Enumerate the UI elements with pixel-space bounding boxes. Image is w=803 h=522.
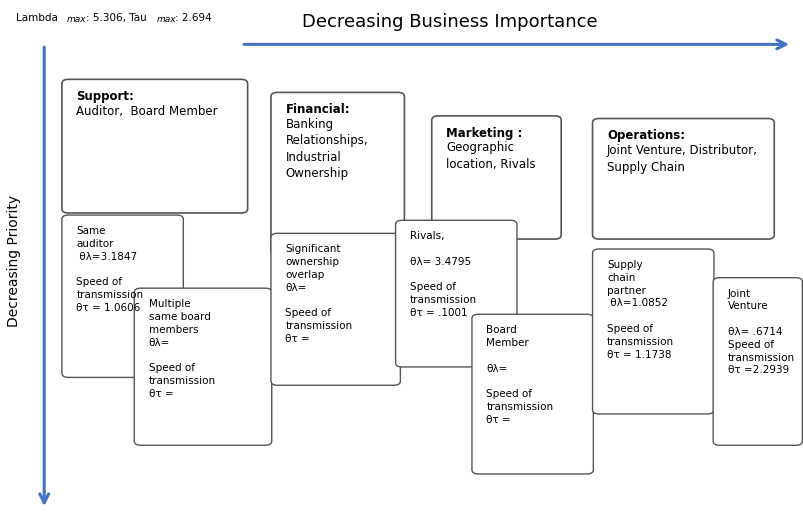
FancyBboxPatch shape xyxy=(395,220,516,367)
Text: Geographic
location, Rivals: Geographic location, Rivals xyxy=(446,141,535,171)
Text: max: max xyxy=(67,15,86,23)
FancyBboxPatch shape xyxy=(592,118,773,239)
Text: : 2.694: : 2.694 xyxy=(175,13,212,23)
Text: Same
auditor
 θλ=3.1847

Speed of
transmission
θτ = 1.0606: Same auditor θλ=3.1847 Speed of transmis… xyxy=(76,226,143,313)
FancyBboxPatch shape xyxy=(431,116,560,239)
Text: Banking
Relationships,
Industrial
Ownership: Banking Relationships, Industrial Owners… xyxy=(285,118,368,181)
Text: Joint Venture, Distributor,
Supply Chain: Joint Venture, Distributor, Supply Chain xyxy=(606,144,757,174)
FancyBboxPatch shape xyxy=(271,233,400,385)
FancyBboxPatch shape xyxy=(712,278,801,445)
FancyBboxPatch shape xyxy=(134,288,271,445)
Text: Auditor,  Board Member: Auditor, Board Member xyxy=(76,105,218,118)
Text: Rivals,

θλ= 3.4795

Speed of
transmission
θτ = .1001: Rivals, θλ= 3.4795 Speed of transmission… xyxy=(410,231,476,318)
Text: Supply
chain
partner
 θλ=1.0852

Speed of
transmission
θτ = 1.1738: Supply chain partner θλ=1.0852 Speed of … xyxy=(606,260,673,360)
Text: Decreasing Priority: Decreasing Priority xyxy=(7,195,22,327)
FancyBboxPatch shape xyxy=(62,79,247,213)
Text: Decreasing Business Importance: Decreasing Business Importance xyxy=(302,13,597,31)
Text: max: max xyxy=(157,15,176,23)
Text: Support:: Support: xyxy=(76,90,134,103)
Text: Board
Member

θλ=

Speed of
transmission
θτ =: Board Member θλ= Speed of transmission θ… xyxy=(486,325,552,425)
Text: Operations:: Operations: xyxy=(606,129,684,143)
Text: Multiple
same board
members
θλ=

Speed of
transmission
θτ =: Multiple same board members θλ= Speed of… xyxy=(149,299,215,399)
Text: : 5.306, Tau: : 5.306, Tau xyxy=(86,13,147,23)
FancyBboxPatch shape xyxy=(271,92,404,255)
FancyBboxPatch shape xyxy=(592,249,713,414)
Text: Lambda: Lambda xyxy=(16,13,58,23)
FancyBboxPatch shape xyxy=(62,215,183,377)
Text: Financial:: Financial: xyxy=(285,103,349,116)
Text: Marketing :: Marketing : xyxy=(446,127,522,140)
Text: Significant
ownership
overlap
θλ=

Speed of
transmission
θτ =: Significant ownership overlap θλ= Speed … xyxy=(285,244,352,344)
Text: Joint
Venture

θλ= .6714
Speed of
transmission
θτ =2.2939: Joint Venture θλ= .6714 Speed of transmi… xyxy=(727,289,793,375)
FancyBboxPatch shape xyxy=(471,314,593,474)
